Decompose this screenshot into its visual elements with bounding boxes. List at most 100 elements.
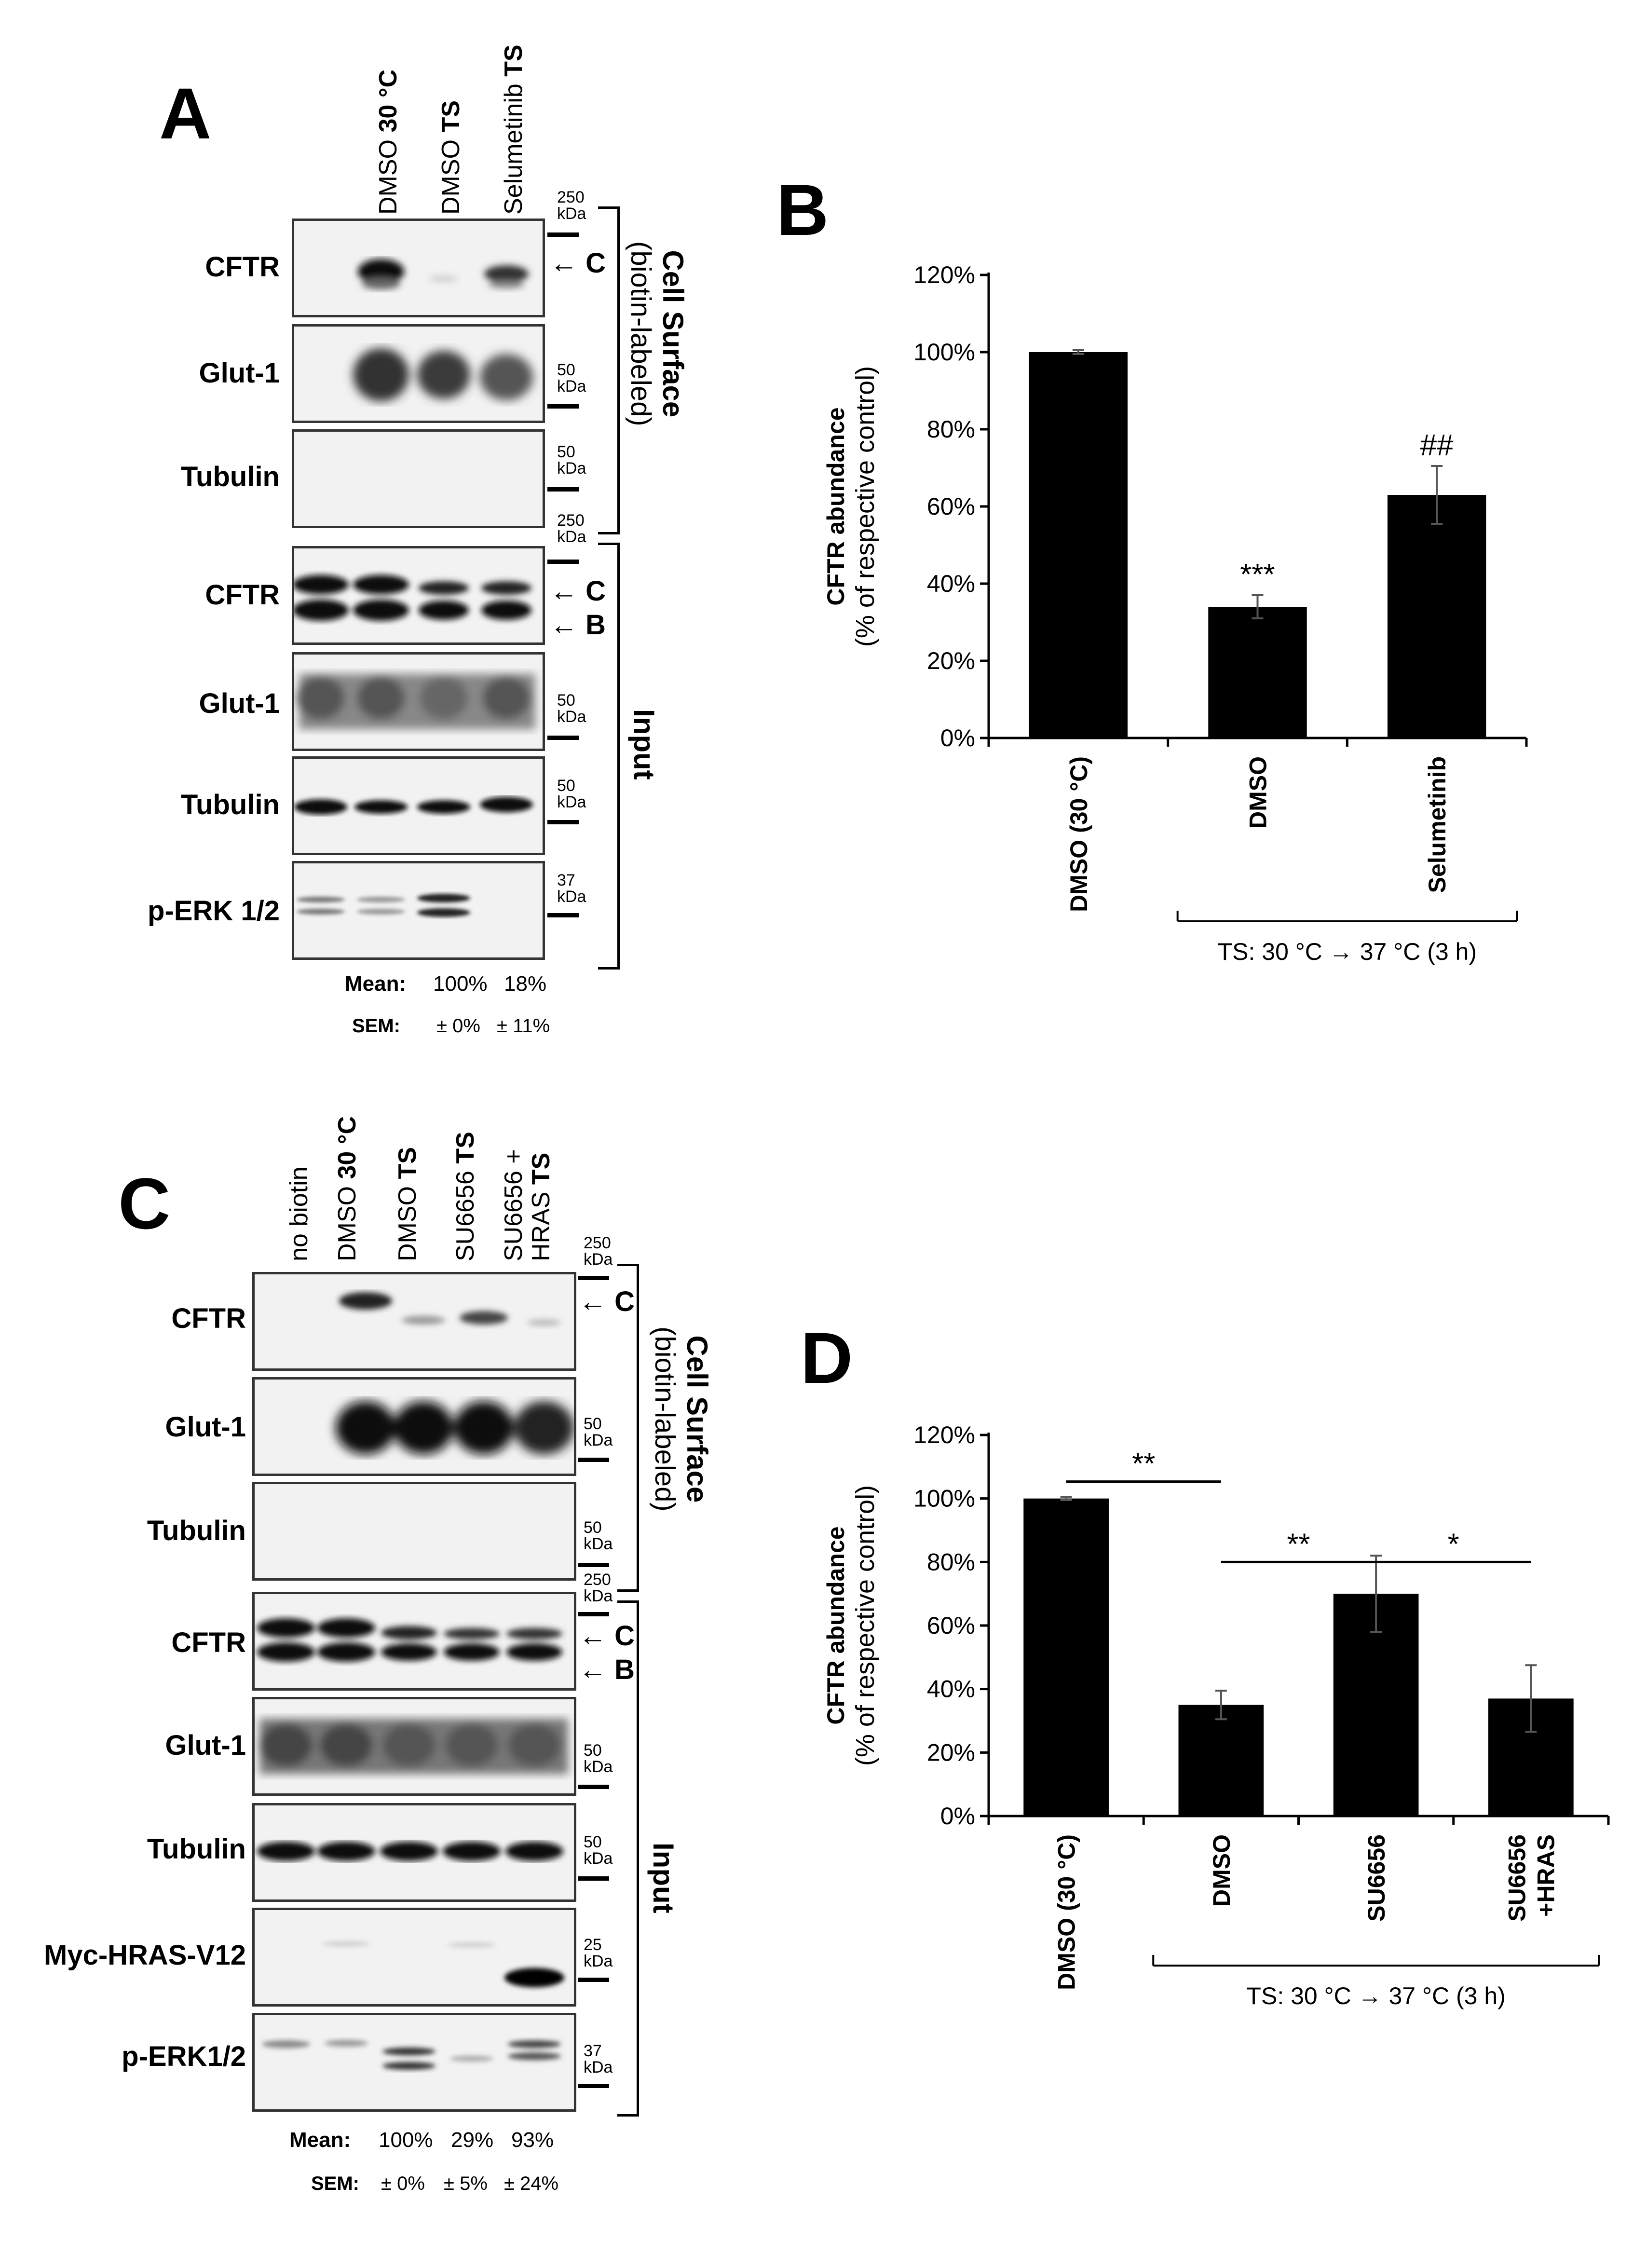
- sem-value-c-3: ± 24%: [504, 2173, 559, 2194]
- blot-c-tubulin-surface: [252, 1482, 576, 1581]
- marker-a-37: 37 kDa: [557, 871, 586, 906]
- sem-value-a-2: ± 11%: [497, 1015, 550, 1037]
- marker-c-50-glut-input: 50 kDa: [584, 1741, 613, 1776]
- bracket: [617, 1264, 639, 1266]
- y-axis-subtitle: (% of respective control): [851, 366, 880, 647]
- x-category-text: Selumetinib: [1424, 756, 1451, 893]
- blot-bands: [297, 674, 535, 729]
- cell-surface-title: Cell Surface: [681, 1335, 713, 1503]
- lane-label-c-1: no biotin: [285, 1166, 313, 1261]
- mean-value-a-2: 18%: [504, 972, 547, 996]
- blot-bands: [339, 1292, 561, 1326]
- row-label-a-cftr-input: CFTR: [205, 579, 280, 611]
- marker-tick: [547, 487, 579, 492]
- blot-bands: [297, 894, 470, 917]
- bracket: [637, 1264, 639, 1592]
- blot-a-glut1-surface: [292, 324, 545, 423]
- y-tick-label: 60%: [927, 1612, 975, 1639]
- bar: [1178, 1705, 1264, 1816]
- mean-value-c-3: 93%: [511, 2128, 554, 2152]
- marker-tick: [578, 1978, 609, 1982]
- marker-tick: [578, 1458, 609, 1462]
- sem-value-c-1: ± 0%: [381, 2173, 425, 2194]
- marker-a-250-top: 250 kDa: [557, 188, 586, 223]
- y-tick-label: 20%: [927, 1739, 975, 1766]
- bracket: [617, 543, 620, 970]
- marker-tick: [578, 1276, 609, 1280]
- y-tick-label: 40%: [927, 570, 975, 597]
- row-label-c-tubulin-surface: Tubulin: [147, 1515, 246, 1546]
- marker-tick: [547, 232, 579, 237]
- y-tick-label: 20%: [927, 647, 975, 674]
- x-category-label: DMSO (30 °C): [1065, 756, 1092, 912]
- y-axis-subtitle: (% of respective control): [851, 1485, 880, 1766]
- row-label-c-cftr-surface: CFTR: [171, 1303, 246, 1334]
- marker-c-25: 25 kDa: [584, 1936, 613, 1970]
- row-label-c-glut1-input: Glut-1: [165, 1730, 246, 1761]
- lane-label-c-3: DMSO TS: [394, 1147, 422, 1261]
- bar: [1029, 352, 1128, 738]
- blot-bands: [353, 348, 533, 401]
- row-label-a-tubulin-input: Tubulin: [180, 789, 280, 820]
- panel-c-letter: C: [118, 1163, 171, 1244]
- blot-c-myc-hras: [252, 1908, 576, 2007]
- y-axis-title: CFTR abundance: [822, 1526, 849, 1724]
- lane-label-c-6: HRAS TS: [527, 1152, 555, 1261]
- marker-c-37: 37 kDa: [584, 2042, 613, 2077]
- bracket: [617, 1600, 639, 1603]
- y-tick-label: 0%: [940, 1803, 975, 1830]
- blot-c-glut1-surface: [252, 1377, 576, 1476]
- bracket: [598, 206, 620, 209]
- x-category-text: DMSO (30 °C): [1065, 756, 1092, 912]
- cell-surface-title: Cell Surface: [657, 250, 689, 418]
- blot-bands: [257, 1842, 563, 1861]
- label-c-input: Input: [647, 1843, 680, 1913]
- lane-label-c-2: DMSO 30 °C: [333, 1116, 361, 1261]
- group-label: TS: 30 °C → 37 °C (3 h): [1246, 1982, 1505, 2009]
- marker-c-50-tub-input: 50 kDa: [584, 1833, 613, 1868]
- label-c-cell-surface: Cell Surface (biotin-labeled): [648, 1326, 714, 1512]
- marker-a-250-input: 250 kDa: [557, 511, 586, 546]
- blot-c-cftr-surface: [252, 1272, 576, 1371]
- marker-a-50-glut: 50 kDa: [557, 361, 586, 396]
- row-label-c-tubulin-input: Tubulin: [147, 1833, 246, 1865]
- arrow-c-c-input: ← C: [579, 1620, 635, 1652]
- row-label-c-myc-hras: Myc-HRAS-V12: [44, 1940, 246, 1971]
- blot-bands: [257, 1618, 562, 1662]
- blot-a-tubulin-surface: [292, 429, 545, 528]
- mean-value-c-1: 100%: [379, 2128, 433, 2152]
- y-axis-title: CFTR abundance: [822, 407, 849, 605]
- bar: [1387, 495, 1486, 738]
- chart-b: 0% 20% 40% 60% 80% 100% 120% DMSO (30 °C) *** DMS…: [822, 261, 1528, 965]
- bracket: [598, 532, 620, 534]
- x-category-text: SU6656: [1363, 1834, 1390, 1922]
- y-tick-label: 80%: [927, 416, 975, 443]
- blot-c-perk: [252, 2013, 576, 2112]
- x-category-text: DMSO: [1245, 756, 1272, 829]
- blot-bands: [259, 1719, 568, 1774]
- panel-d-letter: D: [801, 1317, 853, 1398]
- x-category-text: +HRAS: [1532, 1834, 1559, 1917]
- marker-a-50-tub: 50 kDa: [557, 443, 586, 478]
- panel-a-letter: A: [159, 73, 212, 154]
- blot-bands: [294, 797, 533, 815]
- arrow-a-c-surface: ← C: [550, 247, 606, 279]
- x-category-label: SU6656: [1363, 1834, 1390, 1922]
- lane-label-c-4: SU6656 TS: [451, 1132, 479, 1261]
- marker-c-250-input: 250 kDa: [584, 1571, 613, 1605]
- bar: [1208, 607, 1307, 738]
- marker-c-50-glut: 50 kDa: [584, 1415, 613, 1449]
- marker-tick: [578, 1612, 609, 1616]
- sem-value-c-2: ± 5%: [444, 2173, 488, 2194]
- sem-label-a: SEM:: [352, 1015, 400, 1037]
- chart-d: 0% 20% 40% 60% 80% 100% 120% DMSO (30 °C) DMSO SU…: [822, 1421, 1610, 2009]
- y-axis-label: CFTR abundance (% of respective control): [822, 366, 880, 647]
- arrow-c-b-input: ← B: [579, 1654, 635, 1685]
- cell-surface-sub: (biotin-labeled): [625, 241, 656, 426]
- mean-label-a: Mean:: [345, 972, 407, 996]
- y-tick-label: 40%: [927, 1676, 975, 1703]
- marker-tick: [547, 404, 579, 409]
- bracket: [598, 967, 620, 970]
- sem-value-a-1: ± 0%: [436, 1015, 480, 1037]
